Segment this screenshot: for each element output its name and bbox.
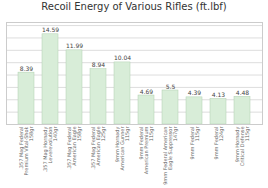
svg-text:9mm Federal115gr: 9mm Federal115gr [189,126,201,160]
svg-text:8.39: 8.39 [20,65,34,72]
html-text:Recoil Energy of Various Rifle: Recoil Energy of Various Rifles (ft.lbf) [41,1,227,12]
svg-text:14.59: 14.59 [42,26,59,33]
svg-text:10.04: 10.04 [114,54,131,61]
svg-text:.357 Mag FederalPremium Vital-: .357 Mag FederalPremium Vital-Shok158gr [18,126,35,176]
svg-text:9mm Federal124gr: 9mm Federal124gr [213,126,225,160]
svg-text:11.99: 11.99 [66,42,83,49]
svg-text:9mm Federal AmericanEagle Supp: 9mm Federal AmericanEagle Suppressor147g… [162,126,179,185]
svg-text:9mm FederalAmerican Premium115: 9mm FederalAmerican Premium115gr [138,126,155,175]
svg-text:.357 Mag FederalAmerican Eagle: .357 Mag FederalAmerican Eagle125gr [90,126,107,170]
svg-text:4.48: 4.48 [236,89,250,96]
svg-text:4.69: 4.69 [140,88,154,95]
svg-text:9mm HornadyAmerican Gunner115g: 9mm HornadyAmerican Gunner115gr [114,126,131,171]
svg-text:4.13: 4.13 [212,91,226,98]
svg-text:.357 Mag HornadyLeverevolution: .357 Mag HornadyLeverevolution140gr [42,126,59,173]
svg-text:8.94: 8.94 [92,61,106,68]
svg-text:9mm HornadyCritical Defense115: 9mm HornadyCritical Defense115gr [234,126,251,167]
svg-text:4.39: 4.39 [188,89,202,96]
svg-text:.357 Mag FederalAmerican Eagle: .357 Mag FederalAmerican Eagle158gr [66,126,83,170]
svg-text:5.5: 5.5 [166,83,176,90]
